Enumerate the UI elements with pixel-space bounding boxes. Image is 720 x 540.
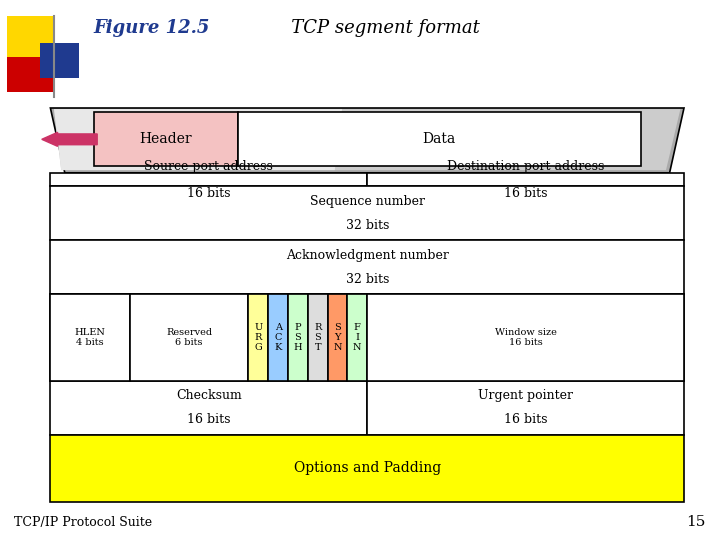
Text: 16 bits: 16 bits <box>187 413 230 426</box>
Bar <box>288 294 307 381</box>
Bar <box>50 294 130 381</box>
Bar <box>367 381 684 435</box>
Text: 16 bits: 16 bits <box>504 413 547 426</box>
Bar <box>50 435 684 502</box>
Text: 32 bits: 32 bits <box>346 273 389 286</box>
Text: S
Y
N: S Y N <box>333 322 342 353</box>
Polygon shape <box>50 108 684 173</box>
Text: Sequence number: Sequence number <box>310 195 425 208</box>
Text: Figure 12.5: Figure 12.5 <box>94 19 210 37</box>
Bar <box>50 173 367 186</box>
Text: P
S
H: P S H <box>294 322 302 353</box>
Text: A
C
K: A C K <box>274 322 282 353</box>
Bar <box>7 57 54 92</box>
Text: Urgent pointer: Urgent pointer <box>478 389 573 402</box>
Bar <box>328 294 347 381</box>
Bar <box>268 294 288 381</box>
Text: Checksum: Checksum <box>176 389 242 402</box>
Text: Source port address: Source port address <box>145 159 273 173</box>
Text: Data: Data <box>423 132 456 146</box>
Text: U
R
G: U R G <box>254 322 262 353</box>
Text: HLEN
4 bits: HLEN 4 bits <box>75 328 105 347</box>
Bar <box>367 294 684 381</box>
Text: R
S
T: R S T <box>314 322 321 353</box>
Bar <box>94 112 238 166</box>
Bar <box>367 173 684 186</box>
Text: Destination port address: Destination port address <box>447 159 604 173</box>
Polygon shape <box>54 109 680 170</box>
Text: Window size
16 bits: Window size 16 bits <box>495 328 557 347</box>
Bar <box>238 112 641 166</box>
Bar <box>248 294 268 381</box>
Text: Reserved
6 bits: Reserved 6 bits <box>166 328 212 347</box>
Bar <box>50 240 684 294</box>
Polygon shape <box>54 109 342 170</box>
Text: Options and Padding: Options and Padding <box>294 462 441 475</box>
Text: F
I
N: F I N <box>353 322 361 353</box>
Bar <box>347 294 367 381</box>
Text: 32 bits: 32 bits <box>346 219 389 232</box>
Text: 16 bits: 16 bits <box>504 186 547 200</box>
Text: TCP/IP Protocol Suite: TCP/IP Protocol Suite <box>14 516 153 529</box>
Bar <box>50 294 684 381</box>
FancyArrow shape <box>42 132 97 146</box>
Text: TCP segment format: TCP segment format <box>274 19 480 37</box>
Bar <box>307 294 328 381</box>
Bar <box>50 186 684 240</box>
Bar <box>130 294 248 381</box>
Text: Header: Header <box>139 132 192 146</box>
Bar <box>7 16 54 57</box>
Bar <box>40 43 79 78</box>
Text: 15: 15 <box>686 515 706 529</box>
Bar <box>50 381 367 435</box>
Text: Acknowledgment number: Acknowledgment number <box>286 249 449 262</box>
Text: 16 bits: 16 bits <box>187 186 230 200</box>
